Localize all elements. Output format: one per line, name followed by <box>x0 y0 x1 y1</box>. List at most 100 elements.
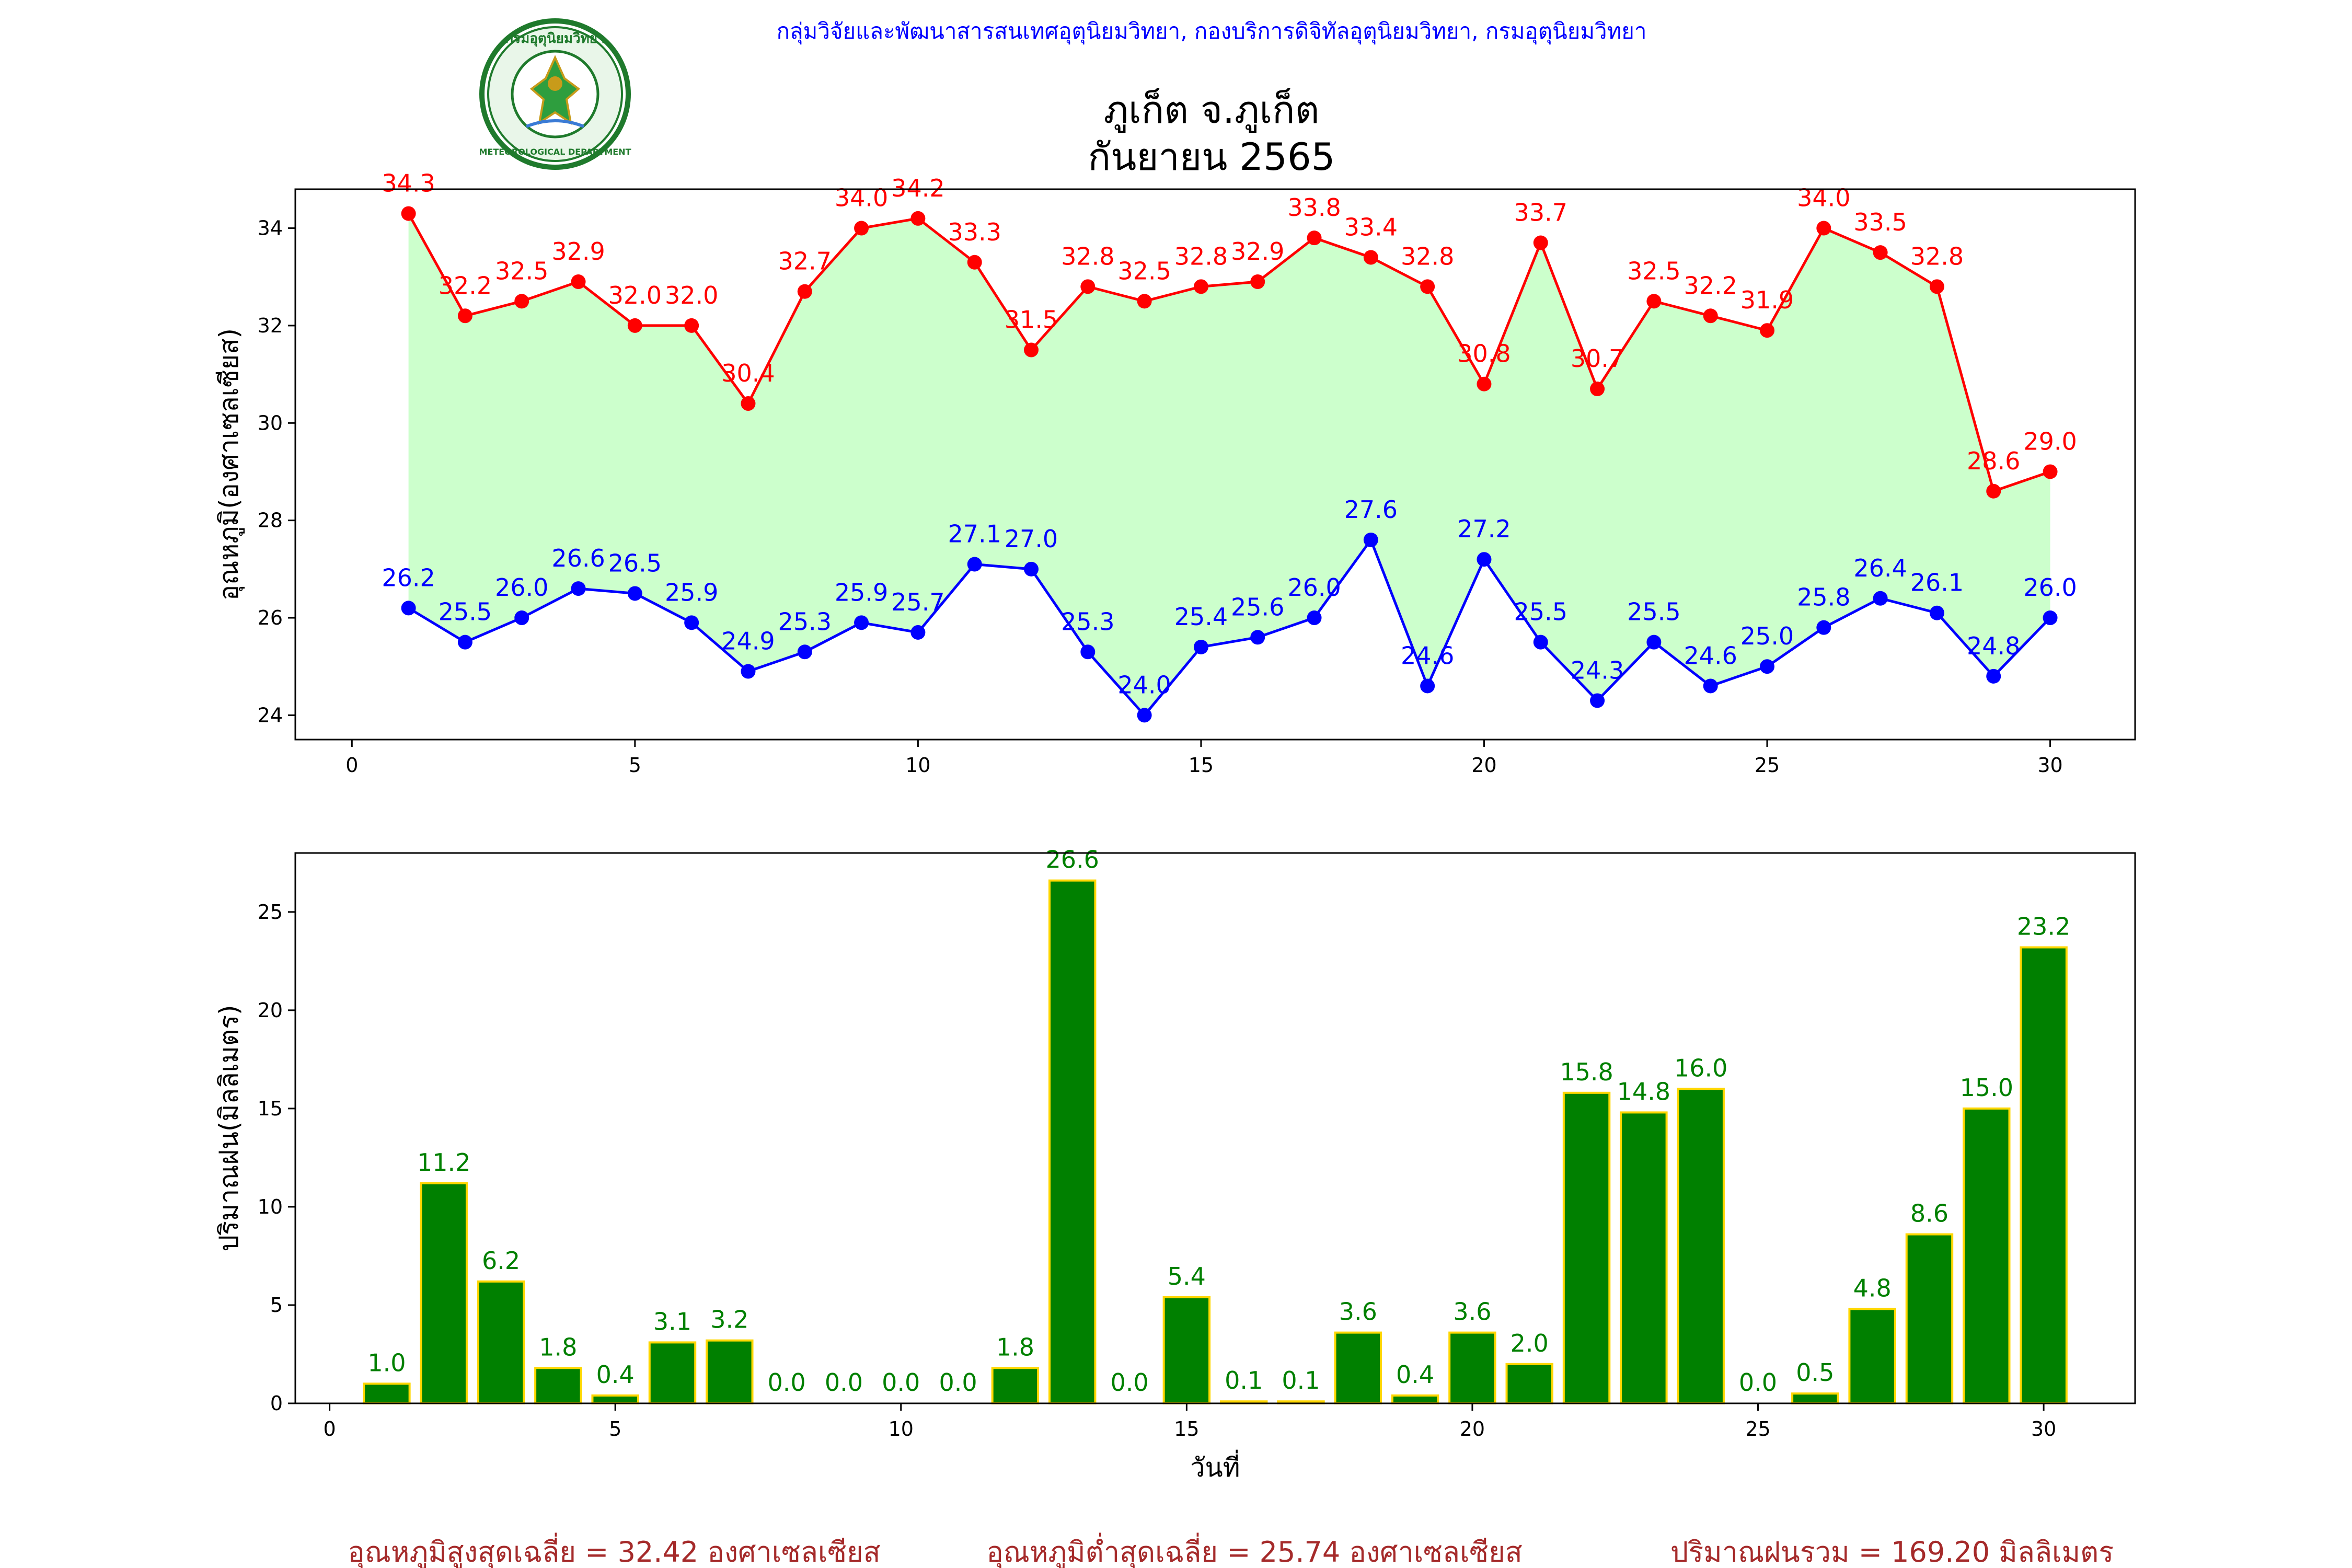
temp-ytick-label-26: 26 <box>258 606 283 629</box>
min-point-day-5 <box>627 586 642 601</box>
temp-ytick-label-28: 28 <box>258 509 283 532</box>
rain-label-day-18: 3.6 <box>1339 1298 1377 1326</box>
min-label-day-27: 26.4 <box>1853 554 1907 582</box>
min-label-day-7: 24.9 <box>721 627 775 655</box>
rain-label-day-14: 0.0 <box>1110 1368 1148 1397</box>
max-point-day-8 <box>797 284 812 299</box>
max-label-day-12: 31.5 <box>1005 306 1058 334</box>
max-label-day-24: 32.2 <box>1684 271 1737 299</box>
rain-label-day-26: 0.5 <box>1796 1358 1834 1387</box>
max-label-day-11: 33.3 <box>948 218 1001 246</box>
min-label-day-18: 27.6 <box>1344 495 1398 524</box>
min-point-day-26 <box>1816 620 1831 635</box>
max-point-day-23 <box>1646 294 1662 309</box>
min-point-day-30 <box>2043 610 2058 626</box>
min-label-day-24: 24.6 <box>1684 641 1737 670</box>
rain-label-day-16: 0.1 <box>1225 1366 1263 1394</box>
rain-label-day-27: 4.8 <box>1853 1274 1892 1302</box>
rain-xtick-label-10: 10 <box>889 1417 914 1440</box>
min-point-day-29 <box>1986 668 2001 684</box>
min-temperature-points <box>401 532 2058 723</box>
min-point-day-3 <box>514 610 529 626</box>
rain-bar-day-22 <box>1562 1091 1611 1404</box>
summary-avg-max: อุณหภูมิสูงสุดเฉลี่ย = 32.42 องศาเซลเซีย… <box>348 1532 880 1568</box>
temp-xtick-label-5: 5 <box>629 754 641 777</box>
max-label-day-29: 28.6 <box>1967 447 2020 475</box>
rain-label-day-7: 3.2 <box>710 1306 748 1334</box>
rain-bar-day-27 <box>1848 1308 1896 1404</box>
min-label-day-17: 26.0 <box>1287 573 1341 602</box>
max-point-day-27 <box>1873 245 1888 260</box>
min-point-day-24 <box>1703 678 1718 694</box>
rain-label-day-15: 5.4 <box>1168 1262 1206 1290</box>
max-point-day-21 <box>1533 235 1548 250</box>
temperature-range-fill <box>408 213 2050 716</box>
min-label-day-9: 25.9 <box>835 578 888 606</box>
min-label-day-25: 25.0 <box>1740 622 1794 650</box>
temp-xtick-label-30: 30 <box>2037 754 2062 777</box>
rainfall-y-ticks: 0 5 10 15 20 25 <box>258 901 295 1415</box>
max-label-day-2: 32.2 <box>439 271 492 299</box>
min-point-day-18 <box>1363 532 1378 547</box>
max-label-day-4: 32.9 <box>551 237 605 266</box>
min-label-day-1: 26.2 <box>382 563 435 592</box>
min-point-day-22 <box>1590 693 1605 708</box>
rain-bar-day-21 <box>1505 1363 1553 1404</box>
rain-label-day-30: 23.2 <box>2017 913 2070 941</box>
rain-label-day-10: 0.0 <box>882 1368 920 1397</box>
temp-xtick-label-0: 0 <box>345 754 358 777</box>
temp-xtick-label-20: 20 <box>1471 754 1496 777</box>
rain-label-day-22: 15.8 <box>1560 1058 1613 1086</box>
max-label-day-5: 32.0 <box>608 281 662 309</box>
max-label-day-18: 33.4 <box>1344 213 1398 241</box>
min-point-day-4 <box>571 581 586 596</box>
rainfall-x-ticks: 0 5 10 15 20 25 30 <box>323 1403 2056 1440</box>
min-point-day-14 <box>1137 708 1152 723</box>
rain-bar-day-3 <box>477 1280 525 1404</box>
rainfall-bars <box>363 879 2068 1405</box>
max-label-day-16: 32.9 <box>1231 237 1284 266</box>
rain-label-day-2: 11.2 <box>417 1148 470 1177</box>
logo-text-top: กรมอุตุนิยมวิทยา <box>505 31 605 47</box>
min-label-day-16: 25.6 <box>1231 593 1284 621</box>
rain-ytick-label-0: 0 <box>270 1392 283 1415</box>
rain-label-day-12: 1.8 <box>996 1333 1034 1361</box>
min-point-day-19 <box>1420 678 1435 694</box>
temperature-chart: 34.332.232.532.932.0 32.030.432.734.0 34.2… <box>214 169 2136 777</box>
max-label-day-15: 32.8 <box>1174 242 1228 270</box>
min-point-day-6 <box>684 615 699 630</box>
rain-bar-day-23 <box>1620 1111 1668 1404</box>
rainfall-chart: 1.0 11.2 6.2 1.8 0.4 3.1 3.2 0.0 0.0 0.0 0.0 1.8 26.… <box>214 846 2136 1483</box>
max-label-day-6: 32.0 <box>665 281 718 309</box>
rain-bar-day-28 <box>1905 1233 1954 1405</box>
max-label-day-17: 33.8 <box>1287 193 1341 222</box>
min-label-day-4: 26.6 <box>551 544 605 572</box>
max-point-day-24 <box>1703 308 1718 324</box>
min-label-day-10: 25.7 <box>891 588 944 616</box>
max-label-day-30: 29.0 <box>2023 427 2077 455</box>
rain-label-day-5: 0.4 <box>596 1361 635 1389</box>
max-point-day-18 <box>1363 250 1378 265</box>
rain-label-day-9: 0.0 <box>825 1368 863 1397</box>
min-label-day-20: 27.2 <box>1457 515 1511 543</box>
max-point-day-11 <box>967 255 982 270</box>
max-label-day-27: 33.5 <box>1853 208 1907 236</box>
rain-bar-day-19 <box>1391 1394 1439 1404</box>
min-label-day-3: 26.0 <box>495 573 548 602</box>
rainfall-x-axis-label: วันที่ <box>1190 1450 1240 1483</box>
rain-xtick-label-30: 30 <box>2031 1417 2056 1440</box>
temp-ytick-label-34: 34 <box>258 217 283 240</box>
rain-bar-day-20 <box>1448 1331 1496 1404</box>
rain-label-day-28: 8.6 <box>1910 1200 1949 1228</box>
min-point-day-7 <box>741 664 756 679</box>
temp-xtick-label-25: 25 <box>1755 754 1780 777</box>
rain-ytick-label-5: 5 <box>270 1294 283 1317</box>
min-point-day-23 <box>1646 635 1662 650</box>
max-label-day-9: 34.0 <box>835 184 888 212</box>
temp-xtick-label-10: 10 <box>905 754 930 777</box>
max-label-day-19: 32.8 <box>1401 242 1454 270</box>
chart-title-line1: ภูเก็ต จ.ภูเก็ต <box>1104 88 1320 133</box>
min-label-day-21: 25.5 <box>1514 598 1567 626</box>
max-point-day-26 <box>1816 221 1831 236</box>
max-label-day-20: 30.8 <box>1457 340 1511 368</box>
